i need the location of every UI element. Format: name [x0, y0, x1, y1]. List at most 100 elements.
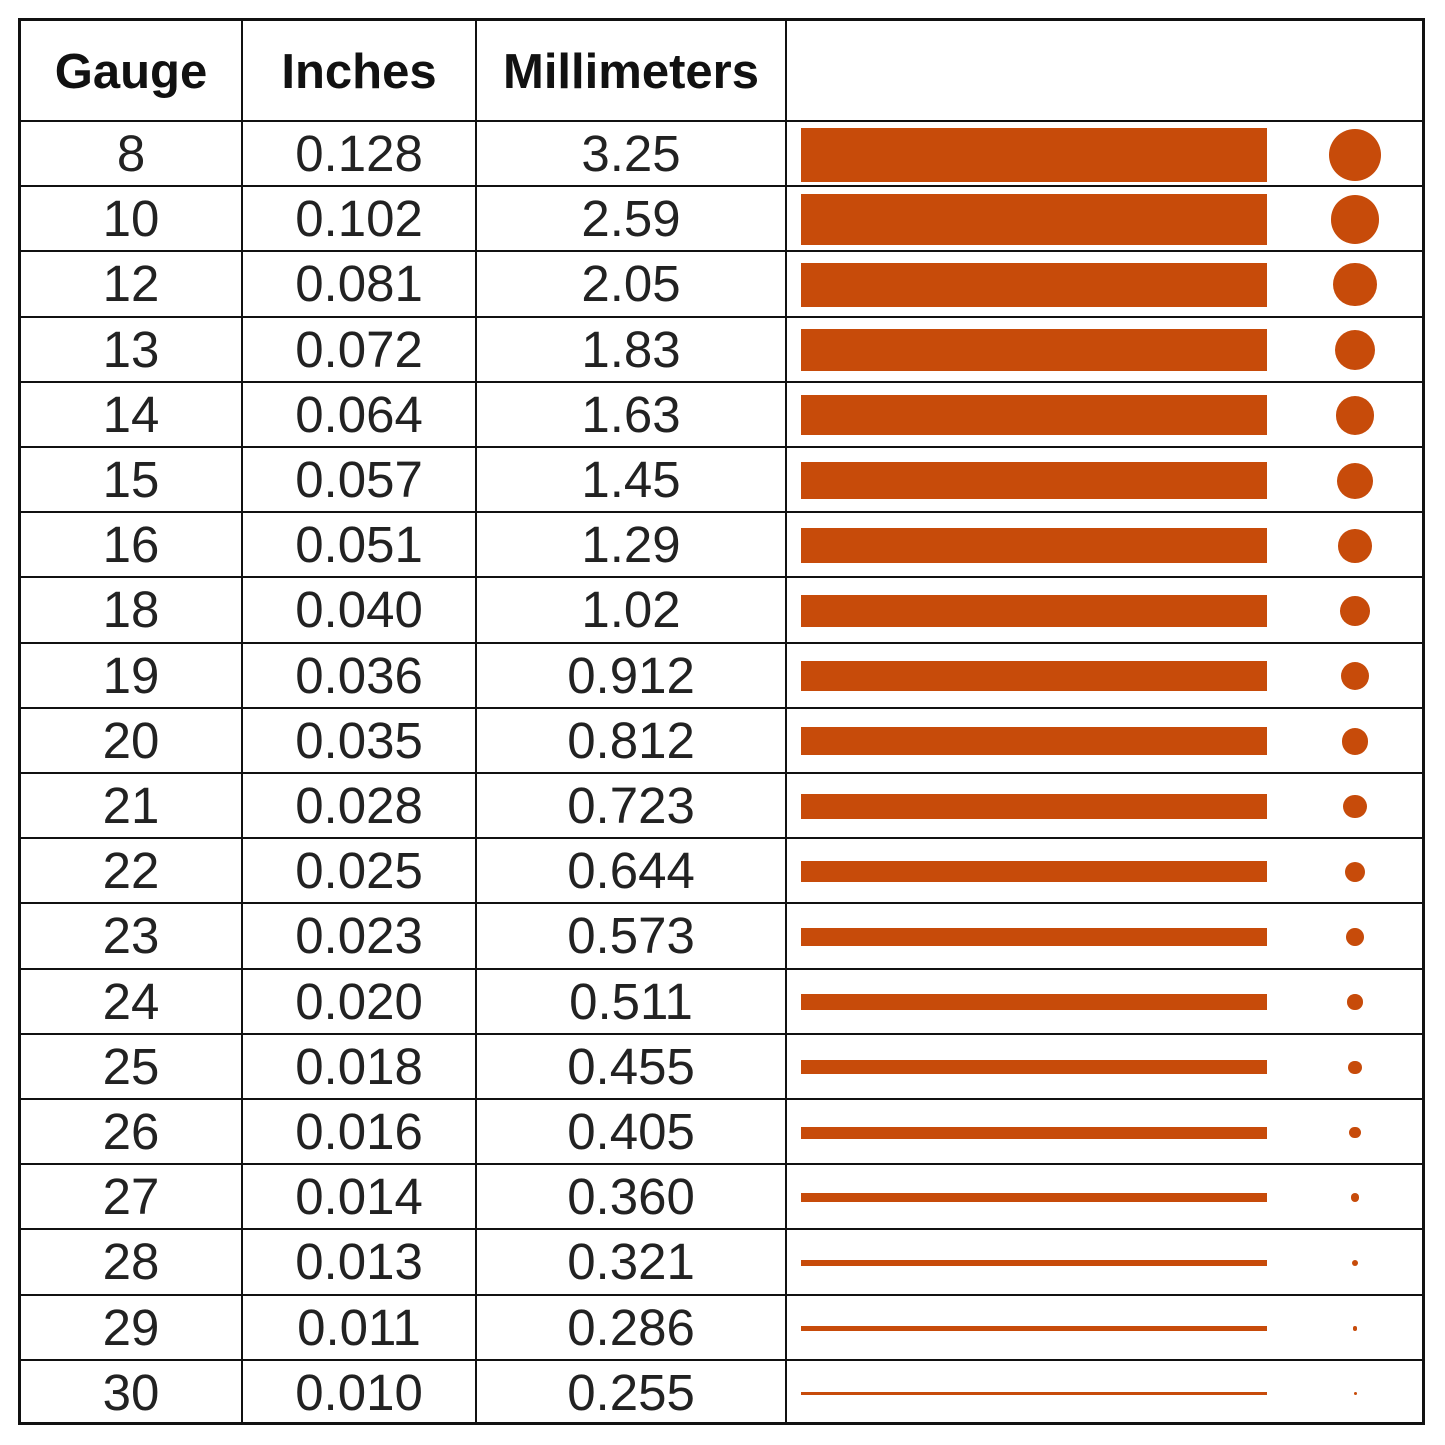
- cell-mm: 0.723: [475, 774, 785, 838]
- wire-bar: [801, 262, 1267, 308]
- cell-visual: [785, 708, 1425, 772]
- cell-inches: 0.013: [241, 1230, 475, 1294]
- table-row: 23 0.023 0.573: [21, 902, 1425, 968]
- cell-inches: 0.025: [241, 839, 475, 903]
- wire-cross-section-dot: [1334, 329, 1376, 371]
- cell-visual: [785, 513, 1425, 577]
- table-row: 13 0.072 1.83: [21, 315, 1422, 381]
- wire-bar: [801, 1126, 1267, 1139]
- header-gauge: Gauge: [54, 45, 208, 99]
- wire-cross-section-dot: [1329, 128, 1381, 181]
- cell-inches: 0.064: [241, 382, 475, 446]
- table-row: 10 0.102 2.59: [21, 185, 1425, 251]
- wire-bar: [801, 1325, 1267, 1331]
- wire-bar: [801, 127, 1267, 182]
- wire-bar: [801, 1259, 1267, 1267]
- cell-visual: [785, 187, 1425, 251]
- table-row: 26 0.016 0.405: [21, 1098, 1422, 1164]
- cell-mm: 0.912: [475, 643, 785, 707]
- wire-bar: [801, 727, 1267, 756]
- cell-gauge: 19: [102, 646, 160, 704]
- header-visual: [785, 21, 1425, 123]
- cell-mm: 1.45: [475, 448, 785, 512]
- cell-gauge: 20: [102, 711, 160, 769]
- wire-bar: [801, 994, 1267, 1011]
- cell-inches: 0.018: [241, 1034, 475, 1098]
- cell-gauge: 23: [102, 907, 160, 965]
- cell-inches: 0.023: [241, 904, 475, 968]
- wire-bar: [801, 595, 1267, 627]
- cell-inches: 0.028: [241, 774, 475, 838]
- cell-inches: 0.072: [241, 317, 475, 381]
- cell-inches: 0.128: [241, 122, 475, 186]
- cell-gauge: 18: [102, 581, 160, 639]
- wire-bar: [801, 329, 1267, 372]
- table-row: 18 0.040 1.02: [21, 576, 1422, 642]
- table-row: 24 0.020 0.511: [21, 967, 1422, 1033]
- cell-gauge: 16: [102, 516, 160, 574]
- table-row: 22 0.025 0.644: [21, 837, 1425, 903]
- cell-visual: [785, 643, 1425, 707]
- wire-cross-section-dot: [1330, 195, 1380, 245]
- cell-visual: [785, 1230, 1425, 1294]
- cell-visual: [785, 1034, 1425, 1098]
- wire-cross-section-dot: [1340, 662, 1370, 691]
- cell-gauge: 22: [102, 842, 160, 900]
- cell-gauge: 8: [116, 125, 146, 183]
- table-row: 30 0.010 0.255: [21, 1358, 1422, 1424]
- cell-gauge: 30: [102, 1363, 160, 1421]
- wire-bar: [801, 1391, 1267, 1395]
- table-row: 12 0.081 2.05: [21, 250, 1425, 316]
- wire-bar: [801, 794, 1267, 819]
- wire-cross-section-dot: [1341, 727, 1369, 755]
- cell-gauge: 13: [102, 320, 160, 378]
- table-row: 15 0.057 1.45: [21, 446, 1422, 512]
- table-row: 19 0.036 0.912: [21, 641, 1425, 707]
- wire-cross-section-dot: [1335, 396, 1375, 435]
- cell-gauge: 25: [102, 1037, 160, 1095]
- wire-cross-section-dot: [1343, 794, 1367, 819]
- table-row: 25 0.018 0.455: [21, 1032, 1425, 1098]
- wire-bar: [801, 528, 1267, 564]
- cell-inches: 0.035: [241, 708, 475, 772]
- cell-mm: 0.255: [475, 1360, 785, 1424]
- cell-mm: 0.573: [475, 904, 785, 968]
- cell-mm: 0.455: [475, 1034, 785, 1098]
- cell-inches: 0.011: [241, 1295, 475, 1359]
- wire-bar: [801, 395, 1267, 436]
- cell-visual: [785, 839, 1425, 903]
- wire-bar: [801, 661, 1267, 691]
- table-row: 29 0.011 0.286: [21, 1293, 1422, 1359]
- wire-cross-section-dot: [1350, 1193, 1360, 1203]
- cell-inches: 0.081: [241, 252, 475, 316]
- wire-cross-section-dot: [1348, 1060, 1362, 1075]
- cell-visual: [785, 774, 1425, 838]
- cell-visual: [785, 252, 1425, 316]
- wire-bar: [801, 194, 1267, 246]
- cell-inches: 0.051: [241, 513, 475, 577]
- cell-inches: 0.102: [241, 187, 475, 251]
- cell-visual: [785, 122, 1425, 186]
- header-inches: Inches: [241, 21, 475, 123]
- cell-gauge: 28: [102, 1233, 160, 1291]
- table-row: 8 0.128 3.25: [21, 120, 1425, 186]
- cell-inches: 0.014: [241, 1165, 475, 1229]
- cell-mm: 0.812: [475, 708, 785, 772]
- wire-cross-section-dot: [1344, 861, 1366, 883]
- wire-bar: [801, 1193, 1267, 1203]
- wire-cross-section-dot: [1333, 263, 1377, 307]
- table-row: 14 0.064 1.63: [21, 380, 1422, 446]
- cell-mm: 1.63: [475, 382, 785, 446]
- cell-visual: [785, 904, 1425, 968]
- wire-cross-section-dot: [1351, 1259, 1359, 1267]
- wire-cross-section-dot: [1346, 928, 1364, 946]
- cell-mm: 2.05: [475, 252, 785, 316]
- wire-cross-section-dot: [1337, 462, 1373, 499]
- cell-gauge: 10: [102, 190, 160, 248]
- cell-gauge: 29: [102, 1298, 160, 1356]
- cell-gauge: 15: [102, 451, 160, 509]
- table-row: 20 0.035 0.812: [21, 706, 1425, 772]
- cell-mm: 1.29: [475, 513, 785, 577]
- cell-mm: 3.25: [475, 122, 785, 186]
- cell-inches: 0.020: [241, 969, 475, 1033]
